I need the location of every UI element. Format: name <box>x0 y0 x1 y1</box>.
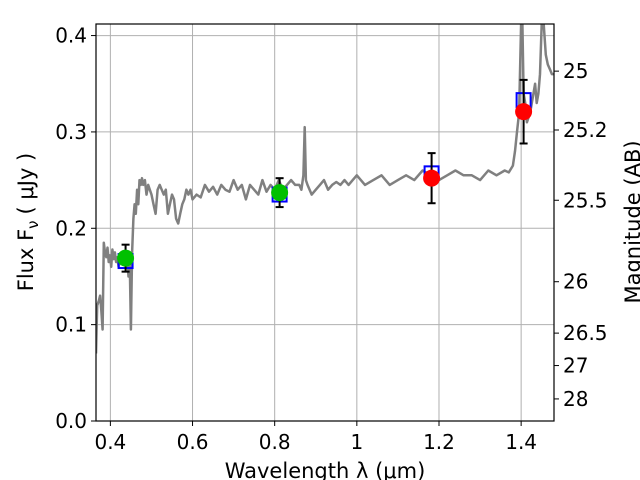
y-tick-label: 0.1 <box>55 313 87 337</box>
mag-tick-label: 28 <box>563 387 588 411</box>
y-axis-right-magnitude: 25 25.2 25.5 26 26.5 27 28 <box>554 59 608 411</box>
x-tick-label: 1.4 <box>505 430 537 454</box>
observation-point <box>271 184 289 202</box>
spectrum-layer <box>96 24 554 354</box>
y-tick-label: 0.3 <box>55 120 87 144</box>
y-axis-title-group: Flux Fν ( μJy ) <box>14 153 42 292</box>
grid-layer <box>96 24 554 422</box>
mag-tick-label: 25.5 <box>563 188 608 212</box>
y-axis-title-sub: ν <box>24 220 42 228</box>
x-tick-label: 0.8 <box>259 430 291 454</box>
y-axis-left: 0.0 0.1 0.2 0.3 0.4 <box>55 24 96 433</box>
observation-point <box>423 169 441 187</box>
y-axis-title: Flux Fν ( μJy ) <box>14 153 42 292</box>
y-tick-label: 0.0 <box>55 409 87 433</box>
y-axis-right-title: Magnitude (AB) <box>621 140 640 303</box>
x-tick-label: 0.4 <box>94 430 126 454</box>
points-layer <box>117 78 533 273</box>
x-axis-title: Wavelength λ (μm) <box>225 459 426 480</box>
mag-tick-label: 27 <box>563 354 588 378</box>
plot-frame <box>95 23 555 422</box>
spectrum-line <box>96 24 554 354</box>
x-axis: 0.4 0.6 0.8 1 1.2 1.4 <box>94 421 537 454</box>
mag-tick-label: 26 <box>563 270 588 294</box>
x-tick-label: 0.6 <box>177 430 209 454</box>
y-tick-label: 0.2 <box>55 216 87 240</box>
y-axis-title-unit: ( μJy ) <box>14 153 38 215</box>
mag-tick-label: 25 <box>563 59 588 83</box>
y-tick-label: 0.4 <box>55 24 87 48</box>
x-tick-label: 1.2 <box>423 430 455 454</box>
mag-tick-label: 26.5 <box>563 321 608 345</box>
y-axis-title-main: Flux F <box>14 229 38 291</box>
observation-point <box>515 103 533 121</box>
mag-tick-label: 25.2 <box>563 118 608 142</box>
x-tick-label: 1 <box>350 430 363 454</box>
y-axis-right-title-group: Magnitude (AB) <box>621 140 640 303</box>
observation-point <box>117 249 135 267</box>
